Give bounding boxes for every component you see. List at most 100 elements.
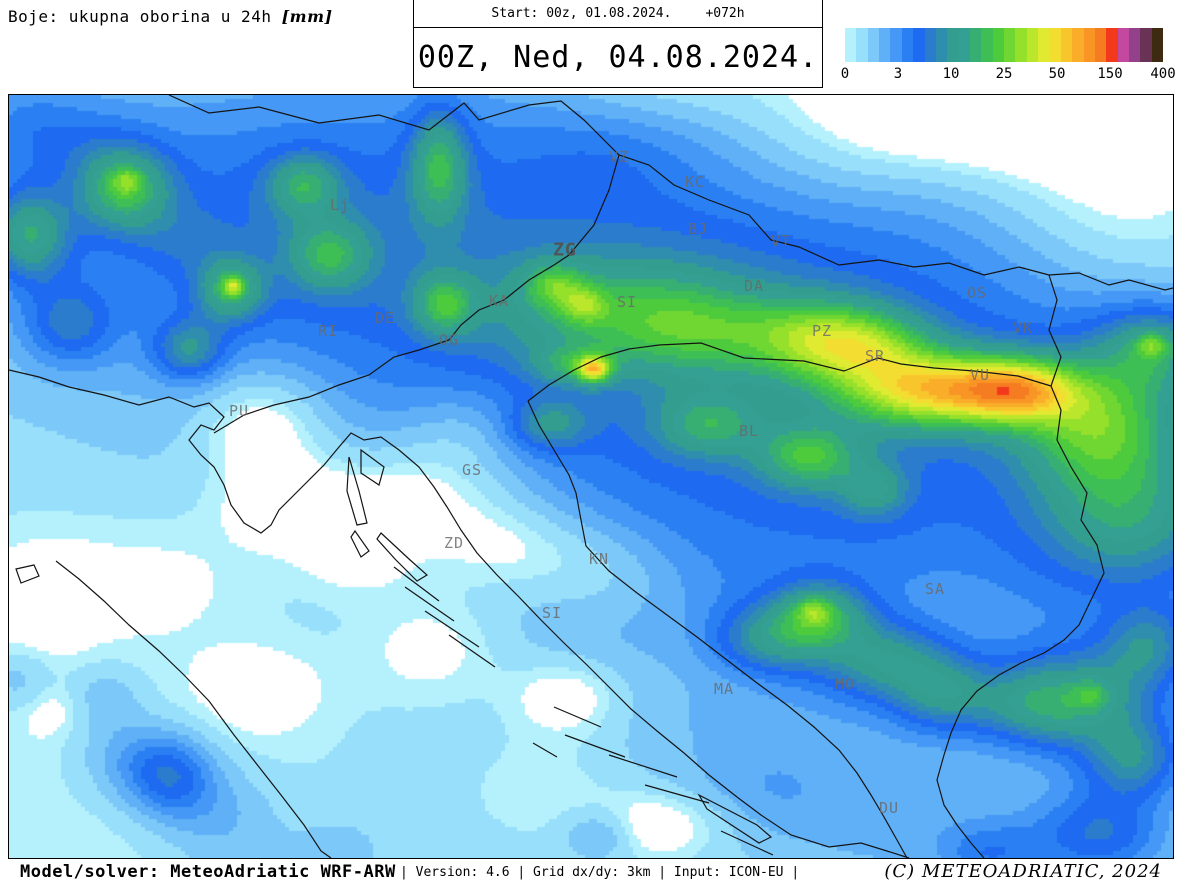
border-path	[55, 560, 332, 858]
legend-color-segment	[845, 28, 857, 62]
precipitation-legend: 0 3 10 25 50 150 400	[841, 28, 1176, 82]
legend-tick-labels: 0 3 10 25 50 150 400	[841, 66, 1176, 82]
legend-color-segment	[1015, 28, 1027, 62]
city-label-bj: BJ	[687, 220, 709, 238]
border-path	[527, 400, 908, 858]
city-label-kn: KN	[588, 550, 610, 568]
legend-color-segment	[1004, 28, 1016, 62]
legend-tick: 400	[1150, 66, 1176, 82]
forecast-step-label: +072h	[705, 6, 745, 21]
border-path	[644, 784, 710, 804]
city-label-gs: GS	[461, 461, 483, 479]
valid-time-row: 00Z, Ned, 04.08.2024.	[414, 28, 822, 87]
border-path	[168, 95, 1173, 291]
border-path	[720, 830, 774, 856]
legend-tick: 50	[1048, 66, 1066, 82]
legend-colorbar	[845, 28, 1164, 62]
legend-color-segment	[969, 28, 982, 62]
city-label-ka: KA	[488, 292, 510, 310]
city-label-ma: MA	[713, 680, 735, 698]
border-path	[532, 742, 558, 758]
title-text: Boje: ukupna oborina u 24h	[8, 7, 282, 26]
copyright-label: (C) METEOADRIATIC, 2024	[884, 861, 1162, 882]
model-solver-label: Model/solver: MeteoAdriatic WRF-ARW	[20, 862, 396, 882]
city-label-os: OS	[966, 284, 988, 302]
border-path	[9, 369, 910, 858]
legend-color-segment	[1128, 28, 1141, 62]
border-path	[1048, 274, 1062, 387]
legend-tick: 10	[942, 66, 960, 82]
country-borders-coastlines	[9, 95, 1173, 858]
precipitation-map: VZ KC Lj BJ VT ZG DA OS KA SI PZ VK DE RI OG SR VU BL GS PU…	[8, 94, 1174, 859]
city-label-vt: VT	[770, 232, 792, 250]
city-label-kc: KC	[684, 173, 706, 191]
legend-color-segment	[1140, 28, 1152, 62]
legend-tick: 25	[995, 66, 1013, 82]
border-path	[564, 734, 626, 758]
legend-color-segment	[1083, 28, 1095, 62]
city-label-pz: PZ	[811, 322, 833, 340]
city-label-de: DE	[374, 309, 396, 327]
legend-color-segment	[913, 28, 925, 62]
legend-color-segment	[1026, 28, 1039, 62]
city-label-vz: VZ	[608, 148, 630, 166]
border-path	[346, 456, 368, 526]
legend-color-segment	[1094, 28, 1107, 62]
border-path	[697, 793, 773, 844]
footer-bar: Model/solver: MeteoAdriatic WRF-ARW | Ve…	[0, 859, 1180, 885]
city-label-si: SI	[616, 293, 638, 311]
city-label-du: DU	[878, 799, 900, 817]
city-label-sa: SA	[924, 580, 946, 598]
border-path	[393, 566, 440, 602]
legend-tick: 150	[1097, 66, 1123, 82]
border-path	[360, 448, 385, 486]
legend-color-segment	[1049, 28, 1061, 62]
legend-color-segment	[901, 28, 914, 62]
city-label-vu: VU	[969, 366, 991, 384]
city-label-da: DA	[743, 277, 765, 295]
border-path	[404, 586, 455, 622]
run-start-label: Start: 00z, 01.08.2024.	[491, 6, 672, 21]
city-label-sr: SR	[864, 347, 886, 365]
legend-color-segment	[867, 28, 880, 62]
legend-color-segment	[1106, 28, 1118, 62]
title-unit: [mm]	[281, 7, 333, 26]
forecast-run-row: Start: 00z, 01.08.2024. +072h	[414, 0, 822, 28]
border-path	[376, 532, 429, 582]
legend-color-segment	[1117, 28, 1129, 62]
border-path	[350, 529, 370, 558]
city-label-pu: PU	[228, 402, 250, 420]
city-label-zg: ZG	[553, 239, 577, 261]
legend-tick: 0	[840, 66, 850, 82]
border-path	[936, 385, 1105, 858]
border-path	[527, 342, 1052, 402]
legend-color-segment	[1038, 28, 1050, 62]
forecast-time-box: Start: 00z, 01.08.2024. +072h 00Z, Ned, …	[413, 0, 823, 88]
legend-color-segment	[1072, 28, 1084, 62]
city-label-mo: MO	[834, 675, 856, 693]
city-label-og: OG	[438, 331, 460, 349]
border-path	[553, 706, 602, 728]
city-label-si: SI	[541, 604, 563, 622]
legend-color-segment	[924, 28, 936, 62]
precipitation-field	[9, 95, 1173, 858]
legend-tick: 3	[893, 66, 903, 82]
page-title: Boje: ukupna oborina u 24h [mm]	[8, 7, 333, 26]
city-label-vk: VK	[1012, 319, 1034, 337]
legend-color-segment	[879, 28, 891, 62]
border-path	[424, 610, 480, 648]
valid-time-label: 00Z, Ned, 04.08.2024.	[417, 40, 819, 75]
legend-color-segment	[992, 28, 1005, 62]
city-label-ri: RI	[317, 322, 339, 340]
legend-color-segment	[947, 28, 959, 62]
border-path	[608, 754, 678, 778]
city-label-zd: ZD	[443, 534, 465, 552]
city-label-bl: BL	[738, 422, 760, 440]
border-path	[15, 564, 40, 584]
legend-color-segment	[958, 28, 970, 62]
border-path	[448, 634, 496, 668]
city-label-lj: Lj	[329, 196, 351, 214]
legend-color-segment	[1060, 28, 1073, 62]
legend-color-segment	[981, 28, 993, 62]
